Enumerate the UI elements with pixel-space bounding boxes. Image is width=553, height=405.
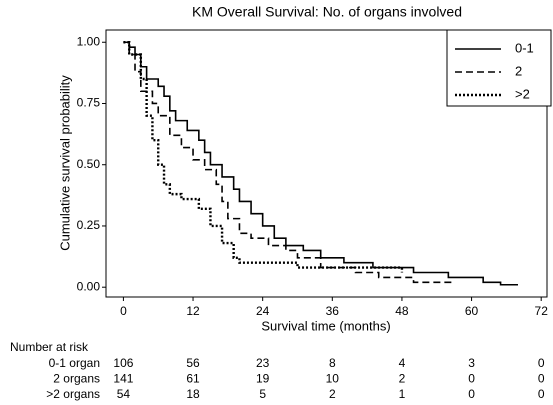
legend-box (446, 29, 552, 107)
x-axis-label: Survival time (months) (261, 318, 390, 333)
risk-count: 0 (468, 387, 475, 401)
survival-curve (123, 41, 518, 286)
legend-label: >2 (515, 86, 530, 101)
risk-count: 61 (186, 372, 200, 386)
risk-row-label: 0-1 organ (49, 356, 100, 370)
chart-title: KM Overall Survival: No. of organs invol… (192, 4, 462, 20)
x-tick-label: 24 (256, 304, 270, 318)
risk-count: 18 (186, 387, 200, 401)
risk-count: 2 (399, 372, 406, 386)
risk-count: 5 (259, 387, 266, 401)
y-tick-label: 0.75 (77, 96, 101, 110)
risk-count: 106 (113, 356, 133, 370)
y-tick-label: 0.00 (77, 279, 101, 293)
x-tick-label: 48 (395, 304, 409, 318)
y-tick-label: 0.25 (77, 218, 101, 232)
x-tick-label: 12 (186, 304, 200, 318)
risk-table-title: Number at risk (10, 340, 89, 354)
risk-count: 10 (326, 372, 340, 386)
y-axis-label: Cumulative survival probability (57, 75, 72, 251)
survival-curve (123, 41, 404, 273)
risk-count: 8 (329, 356, 336, 370)
legend-label: 2 (515, 63, 522, 78)
risk-count: 23 (256, 356, 270, 370)
x-tick-label: 72 (535, 304, 549, 318)
risk-count: 0 (468, 372, 475, 386)
risk-count: 4 (399, 356, 406, 370)
risk-row-label: >2 organs (46, 387, 100, 401)
risk-count: 56 (186, 356, 200, 370)
risk-count: 54 (117, 387, 131, 401)
risk-count: 1 (399, 387, 406, 401)
x-tick-label: 36 (326, 304, 340, 318)
legend-label: 0-1 (515, 40, 534, 55)
risk-count: 0 (538, 356, 545, 370)
risk-count: 19 (256, 372, 270, 386)
survival-curve (123, 41, 455, 284)
y-tick-label: 0.50 (77, 157, 101, 171)
risk-count: 2 (329, 387, 336, 401)
x-tick-label: 60 (465, 304, 479, 318)
risk-count: 0 (538, 372, 545, 386)
y-tick-label: 1.00 (77, 34, 101, 48)
risk-count: 3 (468, 356, 475, 370)
x-tick-label: 0 (120, 304, 127, 318)
risk-count: 0 (538, 387, 545, 401)
risk-row-label: 2 organs (53, 372, 100, 386)
risk-count: 141 (113, 372, 133, 386)
plot-frame (105, 29, 548, 298)
